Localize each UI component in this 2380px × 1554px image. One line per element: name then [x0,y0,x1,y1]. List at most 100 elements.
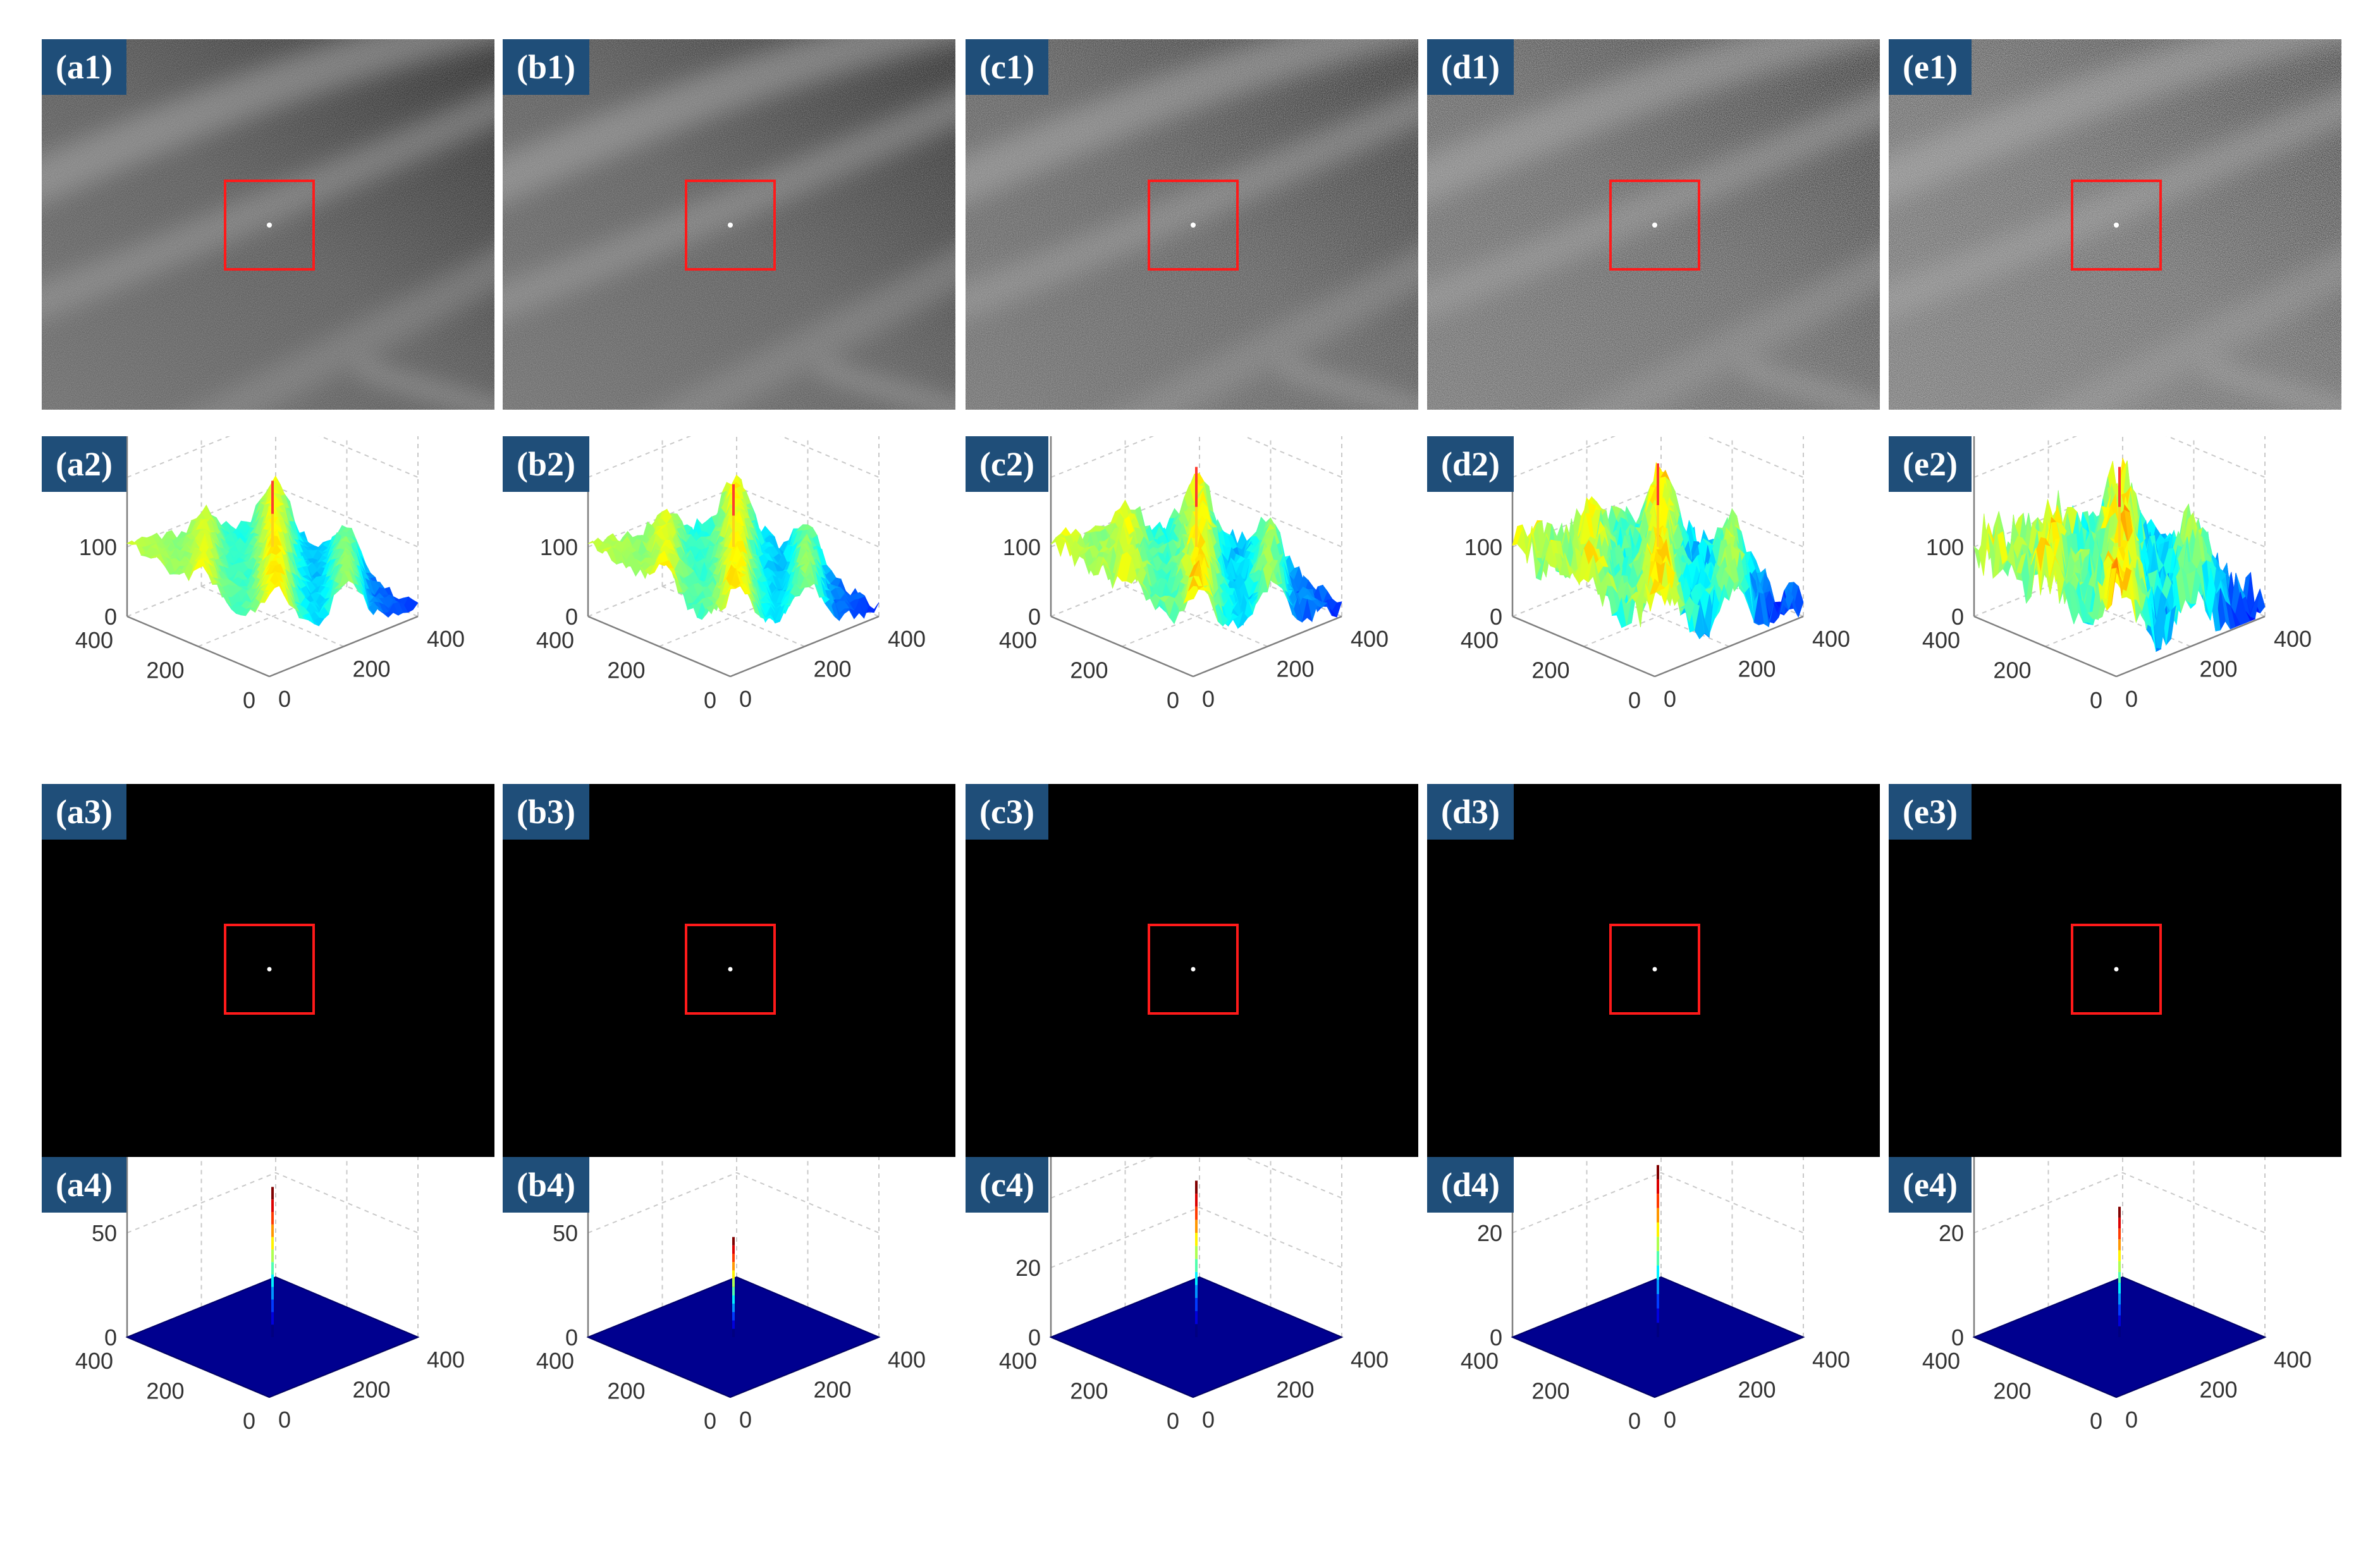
detection-mask-e3 [1889,784,2341,1157]
ir-image-c1 [966,39,1418,410]
spike-plot-e4-z-tick-1: 20 [1939,1220,1964,1246]
surface-plot-b2-y-tick-2: 400 [536,627,574,653]
spike-plot-e4: 0204002004000200400 [1922,1157,2312,1434]
spike-plot-d4-z-tick-0: 0 [1490,1325,1502,1350]
panel-label-a4: (a4) [42,1157,126,1213]
target-point [728,223,733,228]
panel-c3: (c3) [966,784,1418,1157]
surface-plot-e2-x-tick-2: 400 [2274,626,2312,652]
surface-plot-d2: 010020030002004000200400 [1461,436,1850,713]
panel-e2: 010020030002004000200400(e2) [1889,436,2341,781]
target-point [1652,223,1657,228]
panel-d1: (d1) [1427,39,1880,410]
spike-plot-c4-x-tick-1: 200 [1277,1377,1315,1403]
panel-d3: (d3) [1427,784,1880,1157]
panel-a2: 010020030002004000200400(a2) [42,436,494,781]
surface-plot-e2-z-tick-1: 100 [1926,534,1964,560]
spike-plot-c4-y-tick-1: 200 [1070,1378,1108,1404]
spike-plot-e4-x-tick-1: 200 [2200,1377,2238,1403]
panel-a4: 05010002004000200400(a4) [42,1157,494,1511]
surface-plot-d2-x-tick-0: 0 [1664,686,1676,712]
target-point [1191,223,1196,228]
panel-d2: 010020030002004000200400(d2) [1427,436,1880,781]
spike-plot-b4-z-tick-0: 0 [565,1325,578,1350]
spike-plot-a4-x-tick-2: 400 [427,1347,465,1373]
surface-plot-e2-y-tick-2: 400 [1922,627,1960,653]
target-box [1148,180,1239,271]
spike-plot-b4-x-tick-2: 400 [888,1347,926,1373]
surface-plot-d2-y-tick-1: 200 [1531,658,1569,683]
panel-label-d1: (d1) [1427,39,1514,95]
spike-plot-c4: 020406002004000200400 [999,1157,1389,1434]
spike-plot-e4-x-tick-2: 400 [2274,1347,2312,1373]
surface-plot-e2-x-tick-1: 200 [2200,656,2238,682]
spike-plot-a4-y-tick-2: 400 [75,1348,113,1374]
spike-plot-c4-x-tick-2: 400 [1351,1347,1389,1373]
panel-label-c1: (c1) [966,39,1048,95]
spike-plot-d4-x-tick-1: 200 [1738,1377,1776,1403]
surface-plot-d2-y-tick-0: 0 [1628,687,1641,713]
spike-plot-b4-y-tick-1: 200 [607,1378,645,1404]
target-point [1652,967,1657,972]
spike-plot-d4: 0204002004000200400 [1461,1157,1850,1434]
detection-mask-d3 [1427,784,1880,1157]
surface-plot-d2-x-tick-1: 200 [1738,656,1776,682]
panel-b2: 010020030002004000200400(b2) [503,436,955,781]
spike-plot-e4-x-tick-0: 0 [2125,1407,2138,1433]
target-point [267,223,272,228]
target-box [224,924,315,1015]
spike-plot-c4-x-tick-0: 0 [1202,1407,1215,1433]
spike-plot-c4-y-tick-2: 400 [999,1348,1037,1374]
surface-plot-a2-y-tick-1: 200 [146,658,184,683]
panel-label-b2: (b2) [503,436,589,492]
spike-plot-d4-x-tick-2: 400 [1812,1347,1850,1373]
target-box [224,180,315,271]
surface-plot-a2-y-tick-0: 0 [243,687,255,713]
panel-e1: (e1) [1889,39,2341,410]
panel-label-d4: (d4) [1427,1157,1514,1213]
target-point [2114,223,2119,228]
spike-plot-a4-y-tick-0: 0 [243,1408,255,1434]
surface-plot-c2-z-tick-1: 100 [1003,534,1041,560]
target-box [1148,924,1239,1015]
ir-image-a1 [42,39,494,410]
surface-plot-c2-x-tick-1: 200 [1277,656,1315,682]
surface-plot-e2-z-tick-0: 0 [1951,604,1964,630]
ir-image-d1 [1427,39,1880,410]
spike-plot-e4-y-tick-1: 200 [1993,1378,2031,1404]
surface-plot-c2-z-tick-0: 0 [1028,604,1041,630]
panel-e3: (e3) [1889,784,2341,1157]
target-box [685,180,776,271]
panel-label-c3: (c3) [966,784,1048,840]
spike-plot-a4-z-tick-1: 50 [92,1220,117,1246]
panel-c1: (c1) [966,39,1418,410]
panel-b3: (b3) [503,784,955,1157]
panel-label-b3: (b3) [503,784,589,840]
panel-d4: 0204002004000200400(d4) [1427,1157,1880,1511]
spike-plot-d4-y-tick-0: 0 [1628,1408,1641,1434]
spike-plot-d4-y-tick-1: 200 [1531,1378,1569,1404]
surface-plot-e2-y-tick-1: 200 [1993,658,2031,683]
panel-label-d2: (d2) [1427,436,1514,492]
spike-plot-b4-x-tick-1: 200 [814,1377,852,1403]
spike-plot-c4-z-tick-1: 20 [1015,1255,1041,1281]
surface-plot-a2-x-tick-2: 400 [427,626,465,652]
spike-plot-b4-y-tick-2: 400 [536,1348,574,1374]
detection-mask-a3 [42,784,494,1157]
spike-plot-a4-y-tick-1: 200 [146,1378,184,1404]
surface-plot-a2-x-tick-1: 200 [353,656,391,682]
panel-e4: 0204002004000200400(e4) [1889,1157,2341,1511]
surface-plot-b2-x-tick-0: 0 [739,686,752,712]
spike-plot-c4-z-tick-0: 0 [1028,1325,1041,1350]
target-point [728,967,733,972]
spike-plot-d4-x-tick-0: 0 [1664,1407,1676,1433]
surface-plot-a2-z-tick-0: 0 [104,604,117,630]
spike-plot-a4-x-tick-0: 0 [278,1407,291,1433]
surface-plot-c2-y-tick-1: 200 [1070,658,1108,683]
surface-plot-a2-surface-mesh [126,475,419,627]
surface-plot-c2-x-tick-0: 0 [1202,686,1215,712]
spike-plot-b4: 05010002004000200400 [536,1157,926,1434]
panel-b4: 05010002004000200400(b4) [503,1157,955,1511]
panel-label-e3: (e3) [1889,784,1972,840]
